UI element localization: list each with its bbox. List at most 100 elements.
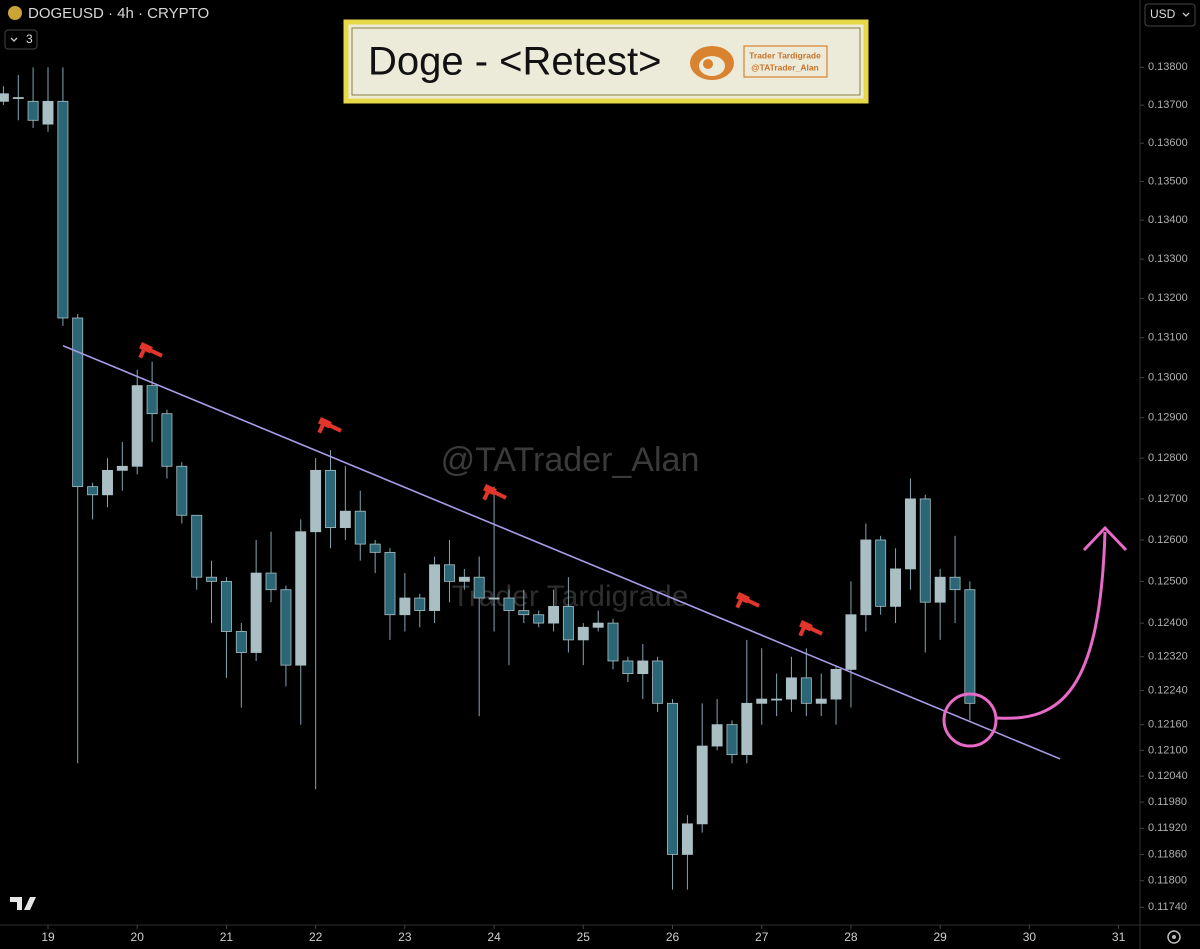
candle-body [681,823,693,855]
candle-body [830,668,842,700]
candle-body [622,660,634,675]
x-tick-label: 28 [844,930,858,944]
candle-body [220,580,232,632]
candle-body [131,385,143,467]
currency-chip[interactable] [1144,3,1196,27]
brand-logo[interactable] [10,897,36,910]
x-tick-label: 21 [220,930,234,944]
flag [138,342,163,359]
candle-body [146,385,158,415]
y-tick-label: 0.13100 [1148,332,1188,344]
marks [0,67,1061,890]
candle-body [325,469,337,529]
logo-box [743,45,828,78]
candle-body [800,677,812,704]
indicator-count: 3 [26,32,33,46]
candle-body [27,100,39,121]
candle-body [652,660,664,704]
y-tick-label: 0.12700 [1148,493,1188,505]
candle-body [949,576,961,591]
candle-body [875,539,887,607]
flag-icons [138,342,823,637]
x-tick-label: 25 [577,930,591,944]
candle-body [444,564,455,582]
arrow-head [1082,525,1128,552]
candle-body [310,469,322,533]
flag [317,417,342,434]
candle-body [548,605,560,624]
candle-body [964,589,976,704]
candle-body [518,610,530,616]
candle-body [607,622,619,662]
y-tick-label: 0.13300 [1148,253,1188,265]
candle-body [57,100,69,319]
candle-body [726,724,738,756]
logo-handle: @TATrader_Alan [751,62,819,72]
candle-body [890,568,902,607]
y-tick-label: 0.12400 [1148,617,1188,629]
candle-body [815,698,827,704]
candle-body [176,465,188,516]
y-tick-label: 0.13500 [1148,175,1188,187]
y-tick-label: 0.13600 [1148,137,1188,149]
annotation-text: Doge - <Retest> [368,40,662,84]
symbol-title[interactable]: DOGEUSD · 4h · CRYPTO [28,5,209,22]
candle-body [860,539,872,616]
y-tick-label: 0.12100 [1148,744,1188,756]
candle-body [87,486,99,496]
candle-body [102,469,113,496]
x-tick-label: 31 [1112,930,1126,944]
y-tick-label: 0.11800 [1148,875,1187,887]
candle-body [711,724,723,747]
arrow [996,531,1107,720]
candle-body [696,745,708,825]
candle-body [12,97,24,99]
indicator-chip[interactable] [4,29,38,50]
candle-body [161,413,173,467]
candle-body [265,572,277,591]
y-tick-label: 0.13800 [1148,61,1188,73]
y-tick-label: 0.13700 [1148,99,1188,111]
x-tick-label: 29 [933,930,947,944]
candle-body [191,514,203,578]
y-tick-label: 0.13000 [1148,372,1188,384]
logo-icon [690,46,734,80]
flag [482,484,507,501]
candle-body [116,465,128,471]
candle-body [503,597,515,611]
candle-body [414,597,426,611]
y-tick-label: 0.12900 [1148,412,1188,424]
candle-body [592,622,604,628]
y-tick-label: 0.11740 [1148,901,1187,913]
x-tick-label: 22 [309,930,323,944]
y-tick-label: 0.12320 [1148,651,1188,663]
y-tick-label: 0.11860 [1148,848,1187,860]
x-tick-label: 26 [666,930,680,944]
flag [735,592,760,609]
candle-body [384,551,396,616]
candle-body [0,93,9,102]
annotation-inner [351,27,861,96]
candle-body [399,597,411,616]
candle-body [473,576,485,599]
candle-body [429,564,441,611]
settings-icon[interactable] [1167,930,1181,944]
candle-body [533,614,545,624]
candle-body [756,698,768,704]
y-tick-label: 0.11980 [1148,796,1187,808]
y-tick-label: 0.12040 [1148,770,1188,782]
candle-body [206,576,217,582]
candle-body [845,614,857,670]
candle-body [577,626,589,641]
watermark: @TATrader_Alan [441,441,700,479]
x-tick-label: 20 [131,930,145,944]
y-tick-label: 0.13200 [1148,292,1188,304]
annotation-box [343,19,869,104]
y-tick-label: 0.12500 [1148,575,1188,587]
trendline [62,344,1061,760]
candle-body [562,605,574,641]
currency: USD [1150,7,1176,21]
candle-body [771,698,783,701]
